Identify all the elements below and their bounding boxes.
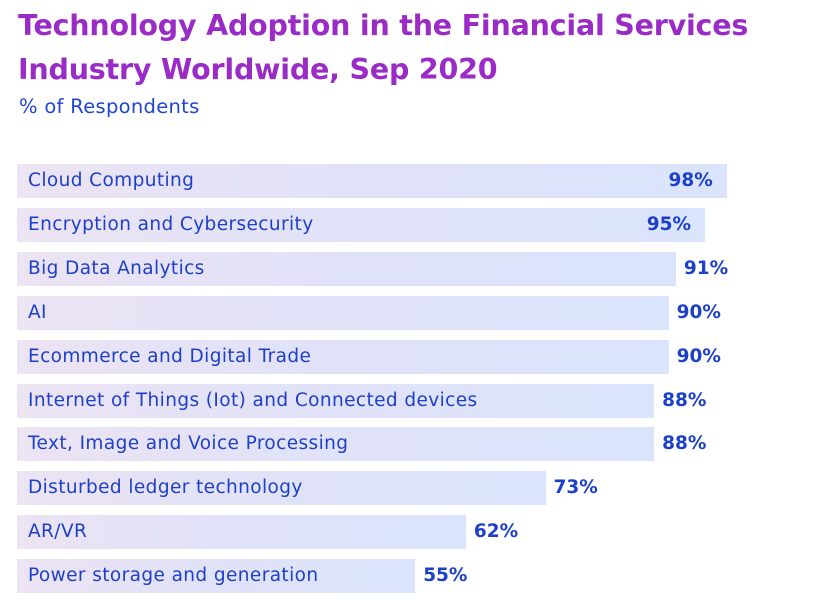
bar-value-label: 90% (676, 345, 721, 367)
bar (17, 515, 466, 550)
bar-value-label: 73% (553, 477, 598, 499)
bar-row: Text, Image and Voice Processing 88% (17, 427, 817, 462)
bar-value-label: 55% (423, 565, 468, 587)
bar-category-label: Big Data Analytics (28, 257, 205, 279)
bar (17, 207, 705, 242)
bar (17, 427, 655, 462)
bar-category-label: Ecommerce and Digital Trade (28, 345, 312, 367)
bar (17, 339, 669, 374)
bar-category-label: Cloud Computing (28, 170, 195, 191)
bar-row: Big Data Analytics 91% (17, 251, 817, 286)
bar-category-label: Power storage and generation (28, 565, 319, 587)
bar-row: AI 90% (17, 295, 817, 330)
bar-row: AR/VR 62% (17, 515, 817, 550)
bar (17, 383, 655, 418)
bar (17, 295, 669, 330)
bar-value-label: 90% (676, 301, 721, 323)
bar-category-label: Disturbed ledger technology (28, 477, 303, 499)
bar-value-label: 88% (662, 389, 707, 411)
bar-value-label: 98% (668, 170, 713, 191)
bar-value-label: 91% (683, 257, 729, 279)
bar-row: Cloud Computing 98% (17, 164, 817, 198)
bar (17, 251, 676, 286)
bar-category-label: Encryption and Cybersecurity (28, 213, 314, 235)
bar-row: Internet of Things (Iot) and Connected d… (17, 383, 817, 418)
bar (17, 471, 546, 506)
bar-value-label: 88% (662, 433, 707, 455)
bar-category-label: AR/VR (28, 521, 88, 543)
bar-row: Disturbed ledger technology 73% (17, 471, 817, 506)
chart-subtitle: % of Respondents (19, 95, 200, 118)
bar-value-label: 95% (646, 213, 692, 235)
bar (17, 164, 727, 198)
bar (17, 559, 416, 594)
bar-category-label: Text, Image and Voice Processing (28, 433, 349, 455)
bar-category-label: AI (28, 301, 47, 323)
bar-category-label: Internet of Things (Iot) and Connected d… (28, 389, 478, 411)
bar-value-label: 62% (473, 521, 519, 543)
bar-row: Encryption and Cybersecurity 95% (17, 207, 817, 242)
bar-row: Ecommerce and Digital Trade 90% (17, 339, 817, 374)
chart-title: Technology Adoption in the Financial Ser… (18, 9, 749, 86)
bar-row: Power storage and generation 55% (17, 559, 817, 594)
